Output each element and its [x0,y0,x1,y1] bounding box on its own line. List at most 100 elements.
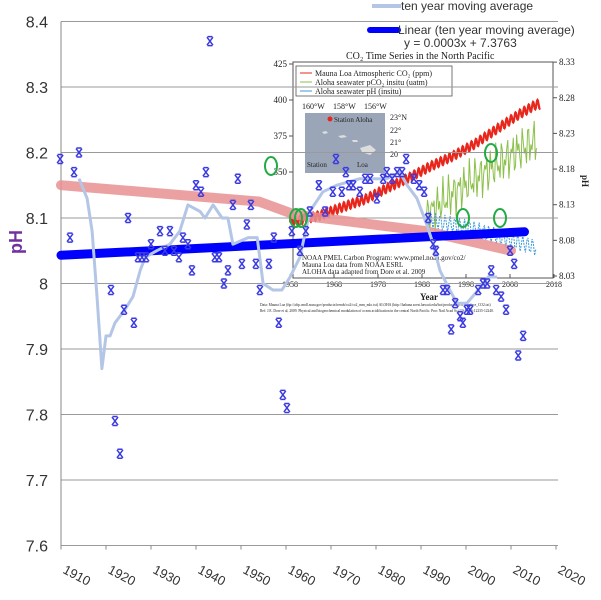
y-tick-label: 7.6 [26,539,48,556]
data-point [415,180,423,191]
data-point [270,232,278,243]
x-tick-label: 1970 [331,562,364,589]
data-point [479,278,487,289]
inset-note: NOAA PMEL Carbon Program: www.pmel.noaa.… [302,254,466,262]
x-tick-label: 2000 [466,562,499,589]
moving-average-line [77,170,498,371]
data-point [111,415,119,427]
data-point [134,252,142,263]
annotation-circle [289,208,303,228]
data-point [107,284,115,296]
inset-title: CO₂ Time Series in the North Pacific [346,51,495,62]
legend-moving-average-label: ten year moving average [401,0,533,13]
map-site-label: Loa [357,161,369,169]
data-point [514,350,522,361]
data-point [315,180,323,191]
data-point [502,304,510,315]
x-tick-label: 1950 [241,562,274,589]
data-point [429,238,437,250]
data-point [220,278,228,289]
inset-legend-co2: Mauna Loa Atmospheric CO₂ (ppm) [315,69,432,78]
inset-x-tick-label: 1958 [282,280,298,289]
inset-plot-area: 425 400 375 350 8.33 8.28 8.23 8.18 8.13 8.08 8.03… [274,57,576,289]
data-point [120,304,128,315]
data-point [184,238,192,250]
data-point [492,284,500,296]
y-tick-label: 7.9 [26,342,48,359]
data-point [124,212,132,224]
inset-right-tick-label: 8.13 [559,200,575,210]
data-point [265,258,273,270]
x-tick-label: 2010 [511,562,544,589]
data-point [206,35,214,47]
data-point [443,284,451,296]
y-axis-label: pH [6,230,26,254]
inset-x-tick-label: 1998 [458,280,474,289]
inset-note: ALOHA data adapted from Dore et al. 2009 [302,268,426,276]
data-point [243,219,251,230]
data-point [487,265,495,276]
data-point [459,317,467,329]
inset-x-tick-label: 1988 [414,280,430,289]
data-point [439,284,447,296]
data-point [466,304,474,315]
data-point [197,186,205,198]
inset-right-tick-label: 8.28 [559,93,575,103]
map-lon-label: 156°W [364,102,387,111]
data-point [345,180,353,191]
x-tick-label: 1910 [61,562,94,589]
data-point [147,238,155,250]
x-tick-label: 1930 [151,562,184,589]
inset-left-tick-label: 400 [274,95,288,105]
x-tick-label: 1980 [376,562,409,589]
data-point [356,186,364,198]
data-point [388,173,396,184]
data-point [229,199,237,211]
data-point [483,278,491,289]
data-point [342,166,350,178]
annotation-circles [264,143,507,228]
inset-note: Mauna Loa data from NOAA ESRL [302,261,403,269]
gridlines [61,21,558,546]
data-point [410,173,418,184]
inset-right-tick-label: 8.08 [559,235,575,245]
inset-x-tick-label: 1978 [370,280,386,289]
inset-x-tick-label: 2008 [502,280,518,289]
data-point [130,317,138,329]
data-point [161,245,169,256]
map-lat-label: 21° [390,138,401,147]
data-point [519,330,527,342]
data-points [56,35,527,460]
y-tick-label: 8.4 [26,15,48,32]
data-point [224,265,232,276]
data-point [279,389,287,401]
data-point [510,258,518,270]
data-point [474,284,482,296]
inset-x-tick-label: 2018 [546,280,562,289]
data-point [275,317,283,329]
hawaii-islands [322,131,376,155]
data-point [497,291,505,302]
data-point [188,265,196,276]
inset-right-tick-label: 8.23 [559,128,575,138]
inset-right-tick-label: 8.03 [559,271,575,281]
data-point [379,173,387,184]
trendline-equation: y = 0.0003x + 7.3763 [404,36,517,50]
inset-pco2-series [425,120,537,239]
annotation-circle [264,156,278,176]
data-point [398,166,406,178]
data-point [451,297,459,309]
data-point [296,245,304,256]
x-tick-label: 1960 [286,562,319,589]
data-point [256,284,264,296]
inset-map [305,113,385,173]
linear-trend-line [56,227,529,260]
data-point [247,199,255,211]
data-point [75,147,83,158]
data-point [432,245,440,256]
data-point [321,206,329,217]
inset-legend-ph: Aloha seawater pH (insitu) [315,87,402,96]
map-lon-label: 158°W [333,102,356,111]
data-point [447,324,455,335]
data-point [463,304,471,315]
